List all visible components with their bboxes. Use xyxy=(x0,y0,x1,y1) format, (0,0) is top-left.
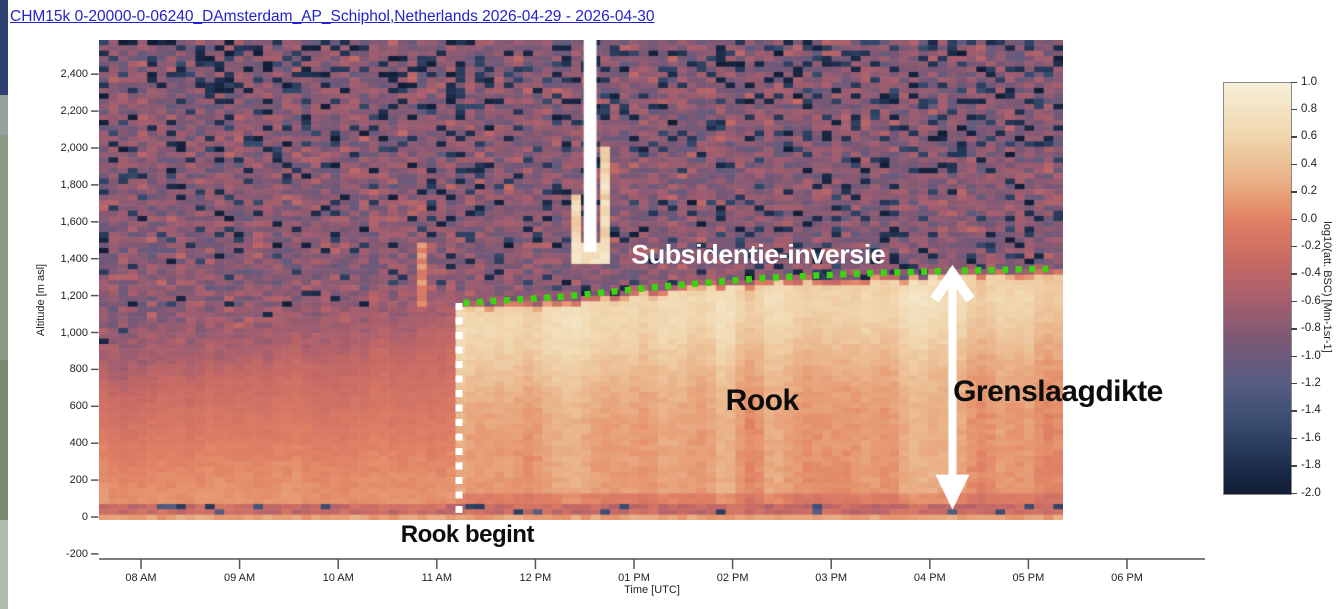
colorbar-tick-label: -1.0 xyxy=(1301,349,1321,362)
annotation-subsidentie-inversie: Subsidentie-inversie xyxy=(631,239,886,270)
background-window-fragment xyxy=(0,520,8,609)
background-window-fragment xyxy=(0,95,8,135)
colorbar-tick-label: -0.4 xyxy=(1301,267,1321,280)
colorbar-tick-label: -0.8 xyxy=(1301,322,1321,335)
annotation-rook-begint: Rook begint xyxy=(400,520,535,548)
x-axis-tick-label: 06 PM xyxy=(1111,572,1143,584)
y-axis-tick-label: -200 xyxy=(65,547,88,560)
x-axis-tick-label: 11 AM xyxy=(421,572,452,584)
background-window-sliver[interactable] xyxy=(0,0,8,609)
colorbar-gradient xyxy=(1223,82,1292,495)
x-axis-tick-label: 02 PM xyxy=(716,572,749,584)
colorbar-tick xyxy=(1291,300,1297,303)
x-axis-tick-label: 10 AM xyxy=(322,572,354,584)
colorbar-tick-label: -0.6 xyxy=(1301,294,1321,307)
colorbar-tick-label: 0.8 xyxy=(1301,102,1317,115)
colorbar-tick xyxy=(1291,136,1297,138)
colorbar-tick xyxy=(1291,245,1297,248)
y-axis-tick-label: 2,200 xyxy=(60,105,88,118)
y-axis-tick-label: 600 xyxy=(69,400,88,413)
x-axis-tick-label: 04 PM xyxy=(913,572,946,584)
y-axis-tick-label: 0 xyxy=(81,511,88,523)
x-axis-tick-label: 12 PM xyxy=(519,572,552,584)
colorbar-tick xyxy=(1291,163,1297,166)
colorbar-tick-label: -1.8 xyxy=(1301,459,1321,472)
y-axis-title: Altitude [m asl] xyxy=(35,263,47,337)
y-axis-tick-label: 1,400 xyxy=(60,252,88,265)
colorbar-tick xyxy=(1291,273,1297,275)
colorbar-tick-label: 1.0 xyxy=(1301,75,1317,88)
background-window-fragment xyxy=(0,360,8,520)
y-axis-tick-label: 2,400 xyxy=(60,68,88,81)
colorbar-tick xyxy=(1291,218,1297,220)
y-axis-tick-label: 1,600 xyxy=(60,215,88,228)
y-axis-tick-label: 2,000 xyxy=(60,142,88,154)
y-axis-tick-label: 1,000 xyxy=(60,326,88,339)
colorbar-tick-label: -1.4 xyxy=(1301,404,1321,417)
y-axis-tick-label: 1,800 xyxy=(60,178,88,191)
x-axis-tick-label: 03 PM xyxy=(815,572,848,584)
annotation-grenslaagdikte: Grenslaagdikte xyxy=(953,374,1163,408)
colorbar-tick-label: 0.6 xyxy=(1301,130,1317,143)
colorbar-tick xyxy=(1291,191,1297,193)
y-axis-tick-label: 200 xyxy=(69,474,88,487)
background-window-fragment xyxy=(0,135,8,360)
x-axis-tick-label: 09 AM xyxy=(224,572,256,584)
quicklook-title-link[interactable]: CHM15k 0-20000-0-06240_DAmsterdam_AP_Sch… xyxy=(10,8,655,25)
backscatter-heatmap-canvas xyxy=(99,40,1063,520)
colorbar-tick-label: -1.2 xyxy=(1301,376,1321,389)
colorbar-tick-label: 0.2 xyxy=(1301,185,1317,198)
colorbar-tick xyxy=(1291,328,1297,330)
x-axis-tick-label: 08 AM xyxy=(125,572,157,584)
colorbar-tick xyxy=(1291,437,1297,440)
colorbar-tick-label: -2.0 xyxy=(1301,486,1321,499)
x-axis-tick-label: 01 PM xyxy=(618,572,650,584)
colorbar-tick xyxy=(1291,465,1297,467)
colorbar-title: log10(att. BSC) [Mm-1sr-1] xyxy=(1321,221,1333,353)
colorbar-tick-label: -0.2 xyxy=(1301,239,1321,252)
x-axis-tick-label: 05 PM xyxy=(1012,572,1045,584)
y-axis-tick-label: 400 xyxy=(69,437,88,450)
colorbar-tick xyxy=(1291,410,1297,412)
colorbar-tick xyxy=(1291,382,1297,385)
y-axis-tick-label: 800 xyxy=(69,363,88,376)
x-axis-title: Time [UTC] xyxy=(624,584,680,596)
colorbar-tick xyxy=(1291,108,1297,111)
colorbar-tick xyxy=(1291,492,1297,494)
background-window-titlebar-fragment xyxy=(0,0,8,95)
colorbar-tick xyxy=(1291,81,1297,83)
annotation-rook: Rook xyxy=(725,383,800,417)
colorbar-tick-label: -1.6 xyxy=(1301,431,1321,444)
colorbar-tick-label: 0.4 xyxy=(1301,157,1317,170)
colorbar-tick xyxy=(1291,355,1297,357)
y-axis-tick-label: 1,200 xyxy=(60,289,88,302)
colorbar-tick-label: 0.0 xyxy=(1301,212,1317,225)
